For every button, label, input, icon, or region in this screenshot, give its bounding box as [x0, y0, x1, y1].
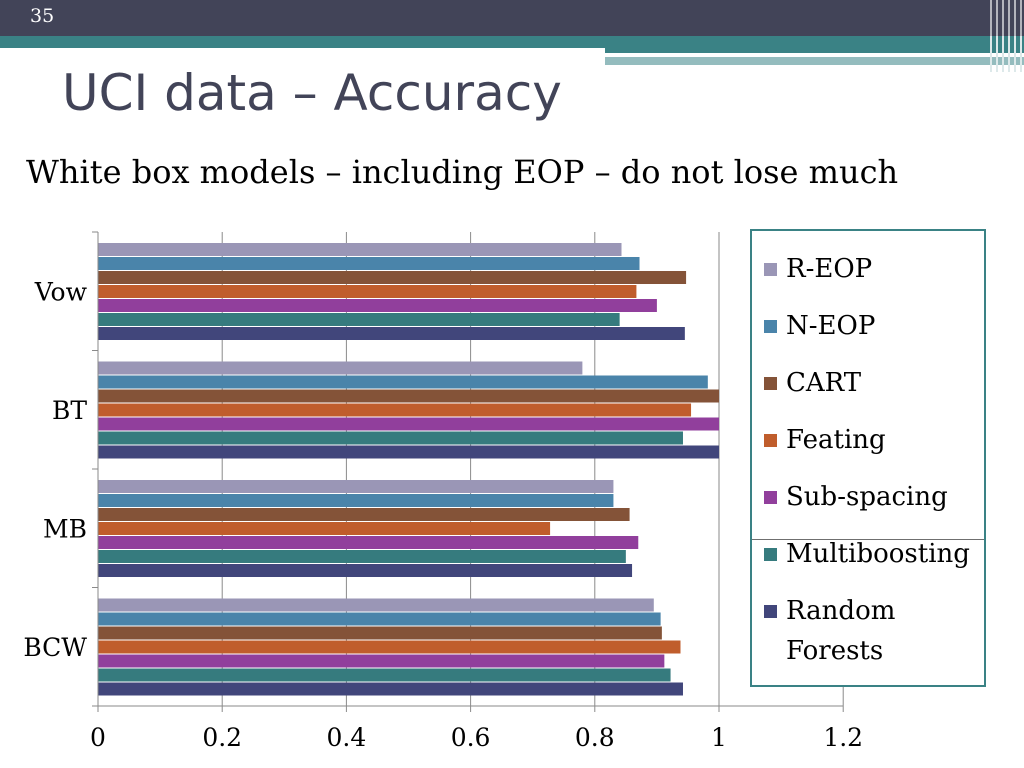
category-label: MB [43, 514, 87, 543]
bar [98, 445, 719, 459]
category-label: BT [52, 396, 87, 425]
x-tick-label: 0.6 [451, 723, 491, 752]
bar [98, 313, 620, 326]
bar [98, 403, 692, 417]
accuracy-bar-chart: Vow BT MB BCW 0 0.2 0.4 0.6 0.8 1 1.2 [23, 231, 863, 752]
x-tick-label: 0 [90, 723, 106, 752]
bar [98, 375, 708, 389]
x-tick-label: 0.2 [202, 723, 242, 752]
legend-label: Random [786, 596, 896, 626]
bar [98, 494, 614, 507]
legend-swatch [764, 263, 777, 276]
bar [98, 522, 551, 535]
bar [98, 564, 633, 577]
category-label: BCW [23, 633, 87, 662]
header-decoration-lines-lower [990, 36, 1024, 72]
bar [98, 654, 665, 668]
bar [98, 508, 630, 521]
legend-swatch [764, 377, 777, 390]
bar [98, 361, 583, 375]
legend-label: Sub-spacing [786, 482, 948, 512]
bar [98, 243, 622, 256]
slide-number: 35 [30, 5, 55, 27]
bar [98, 480, 614, 493]
bar [98, 626, 662, 640]
legend-label: R-EOP [786, 254, 873, 284]
bar [98, 257, 640, 270]
header-accent-band [0, 36, 1024, 48]
x-tick-label: 1 [711, 723, 727, 752]
slide-subtitle: White box models – including EOP – do no… [26, 153, 899, 191]
legend-swatch [764, 434, 777, 447]
bar [98, 271, 687, 284]
bar [98, 682, 683, 696]
bar [98, 285, 637, 298]
x-tick-label: 1.2 [823, 723, 863, 752]
x-tick-label: 0.8 [575, 723, 615, 752]
bar [98, 431, 683, 445]
bar [98, 612, 661, 626]
bar [98, 668, 671, 682]
header-divider-line [640, 55, 950, 57]
legend-label: N-EOP [786, 311, 876, 341]
legend-label-line2: Forests [786, 636, 884, 666]
header-accent-stripe [605, 48, 1024, 53]
legend-swatch [764, 548, 777, 561]
legend-label: Multiboosting [786, 539, 970, 569]
bar [98, 536, 639, 549]
legend-label: CART [786, 368, 862, 398]
bar [98, 598, 654, 612]
legend-swatch [764, 605, 777, 618]
x-tick-label: 0.4 [327, 723, 367, 752]
slide-header-bar [0, 0, 1024, 36]
chart-legend: R-EOP N-EOP CART Feating Sub-spacing Mul… [750, 229, 986, 687]
legend-swatch [764, 491, 777, 504]
legend-swatch [764, 320, 777, 333]
header-accent-stripe-light [605, 57, 1024, 65]
bar [98, 327, 685, 340]
legend-divider [752, 539, 984, 540]
bar [98, 417, 719, 431]
bar [98, 550, 626, 563]
legend-label: Feating [786, 425, 886, 455]
category-label: Vow [34, 277, 88, 306]
slide-title: UCI data – Accuracy [62, 64, 562, 122]
bar [98, 640, 681, 654]
bar [98, 299, 657, 312]
bar [98, 389, 719, 403]
